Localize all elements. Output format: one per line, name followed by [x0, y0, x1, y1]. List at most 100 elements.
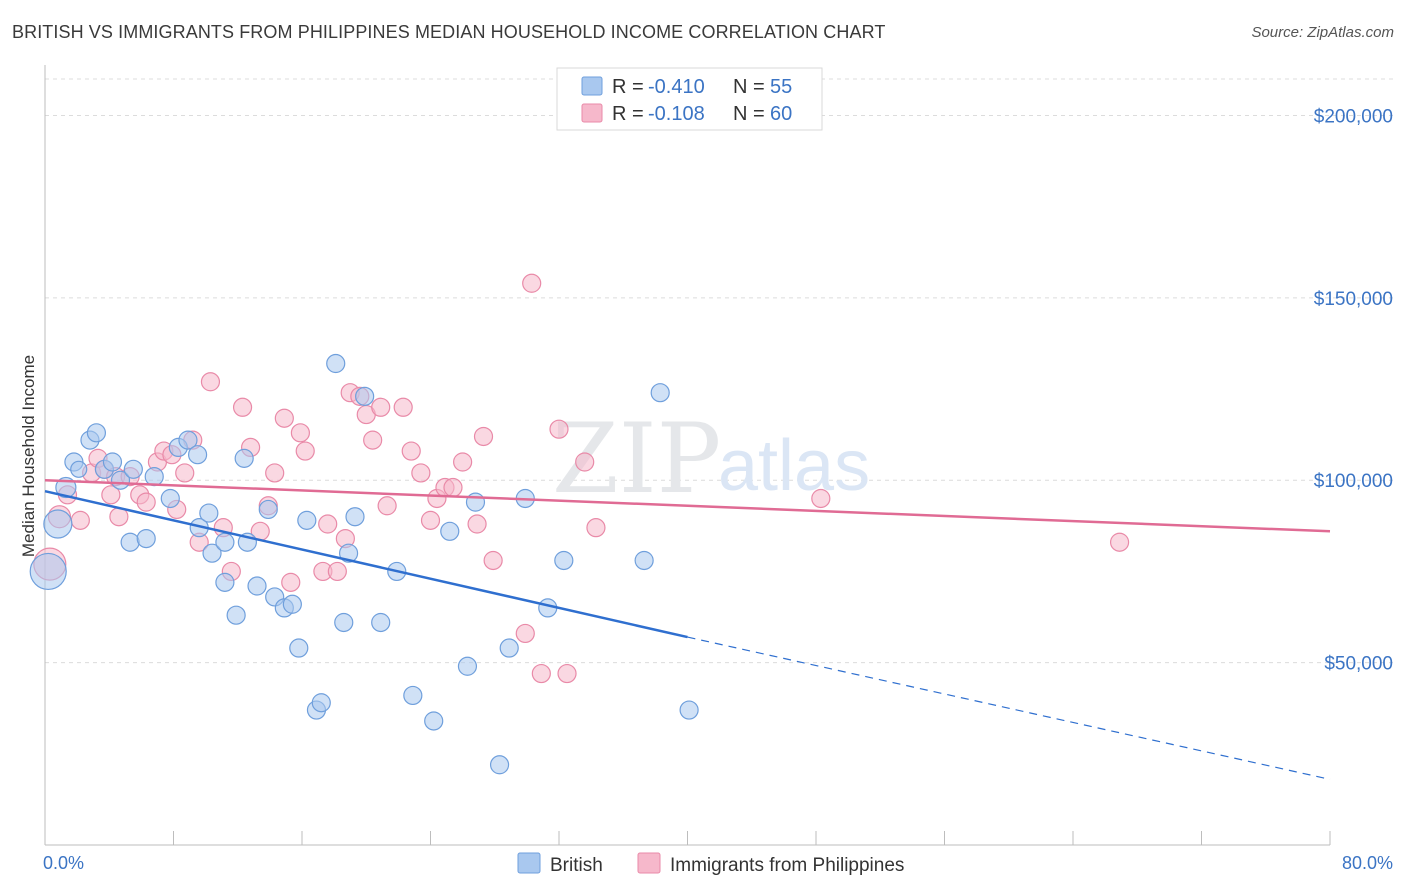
legend-r-value-british: -0.410	[648, 76, 705, 98]
legend-r-value-philippines: -0.108	[648, 103, 705, 125]
point-philippines-41	[377, 496, 397, 516]
y-tick-label-1: $100,000	[1314, 471, 1393, 492]
point-british-6	[86, 423, 107, 443]
point-british-24	[234, 448, 254, 468]
point-philippines-44	[411, 463, 431, 483]
trend-line-british	[44, 489, 688, 639]
legend: R = -0.410 N = 55 R = -0.108 N = 60	[556, 67, 823, 131]
y-tick-label-0: $50,000	[1324, 654, 1393, 675]
point-philippines-20	[200, 372, 221, 392]
point-philippines-56	[549, 419, 569, 439]
legend-r-label-british: R =	[612, 76, 644, 98]
bottom-legend-swatch-philippines	[637, 852, 661, 874]
point-philippines-59	[811, 488, 831, 509]
y-axis-label: Median Household Income	[19, 355, 38, 557]
watermark: ZIP atlas	[552, 403, 870, 515]
point-british-46	[465, 492, 486, 512]
point-philippines-39	[363, 430, 383, 450]
point-british-21	[215, 532, 235, 552]
legend-r-label-philippines: R =	[612, 103, 644, 125]
source-label: Source: ZipAtlas.com	[1251, 24, 1394, 41]
x-tick-label-1: 80.0%	[1342, 853, 1393, 873]
point-british-42	[403, 685, 423, 706]
grid-lines	[45, 78, 1395, 664]
trend-line-philippines	[44, 478, 1331, 533]
point-philippines-30	[290, 423, 310, 443]
watermark-atlas: atlas	[718, 426, 870, 506]
point-philippines-49	[453, 452, 473, 472]
point-british-36	[334, 612, 354, 633]
axes	[44, 65, 1331, 846]
legend-swatch-british	[581, 76, 603, 96]
point-philippines-57	[557, 663, 577, 684]
bottom-legend-swatch-british	[517, 852, 541, 874]
legend-n-value-philippines: 60	[770, 103, 792, 125]
point-philippines-54	[522, 273, 542, 293]
point-philippines-29	[281, 572, 301, 592]
point-british-30	[282, 594, 302, 614]
point-british-19	[199, 503, 219, 523]
trend-line-british-extension	[687, 636, 1331, 780]
point-philippines-61	[1109, 532, 1130, 552]
point-philippines-58	[586, 518, 606, 538]
y-tick-labels: $50,000 $100,000 $150,000 $200,000	[1314, 106, 1393, 674]
point-british-8	[102, 452, 123, 472]
point-philippines-31	[295, 441, 315, 461]
legend-n-label-philippines: N =	[733, 103, 765, 125]
point-british-4	[70, 460, 88, 478]
point-british-53	[650, 383, 670, 403]
point-british-9	[110, 470, 131, 490]
point-philippines-48	[443, 477, 463, 498]
legend-n-label-british: N =	[733, 76, 765, 98]
point-british-48	[499, 638, 519, 658]
series-british-points	[29, 353, 699, 775]
bottom-legend-philippines: Immigrants from Philippines	[670, 855, 904, 876]
bottom-legend: British Immigrants from Philippines	[517, 852, 904, 876]
legend-n-value-british: 55	[770, 76, 792, 98]
point-philippines-42	[393, 397, 413, 417]
point-british-26	[247, 576, 267, 596]
point-philippines-53	[515, 623, 535, 644]
point-british-16	[178, 430, 198, 450]
point-british-1	[43, 509, 73, 539]
point-british-52	[634, 550, 654, 571]
point-british-11	[120, 532, 140, 552]
point-philippines-52	[483, 550, 503, 571]
point-philippines-3	[70, 510, 90, 530]
point-british-40	[371, 612, 391, 633]
point-british-54	[679, 700, 699, 720]
point-british-14	[160, 488, 180, 509]
point-british-23	[226, 605, 246, 625]
point-philippines-33	[318, 514, 338, 534]
y-tick-label-2: $150,000	[1314, 289, 1393, 310]
point-philippines-17	[175, 463, 195, 483]
point-philippines-50	[467, 514, 487, 534]
point-british-38	[345, 507, 365, 527]
point-british-12	[136, 528, 156, 549]
point-british-32	[297, 510, 317, 530]
point-british-31	[289, 638, 309, 658]
point-philippines-23	[232, 397, 253, 417]
point-british-45	[457, 656, 478, 676]
point-british-35	[326, 353, 346, 374]
point-philippines-28	[274, 408, 294, 428]
point-philippines-40	[371, 397, 391, 417]
point-philippines-7	[101, 485, 121, 505]
y-tick-label-3: $200,000	[1314, 106, 1393, 127]
point-british-22	[215, 572, 235, 592]
point-philippines-51	[473, 426, 494, 447]
point-british-10	[123, 459, 143, 479]
point-philippines-27	[265, 463, 285, 483]
point-british-0	[29, 552, 67, 591]
point-philippines-43	[401, 441, 421, 461]
point-british-51	[554, 550, 574, 571]
point-philippines-60	[575, 452, 595, 472]
point-british-34	[311, 693, 331, 713]
point-british-43	[424, 711, 444, 731]
point-british-20	[202, 543, 222, 563]
point-british-44	[440, 521, 460, 541]
point-british-13	[144, 466, 164, 487]
point-philippines-45	[420, 510, 441, 530]
legend-swatch-philippines	[581, 103, 603, 123]
